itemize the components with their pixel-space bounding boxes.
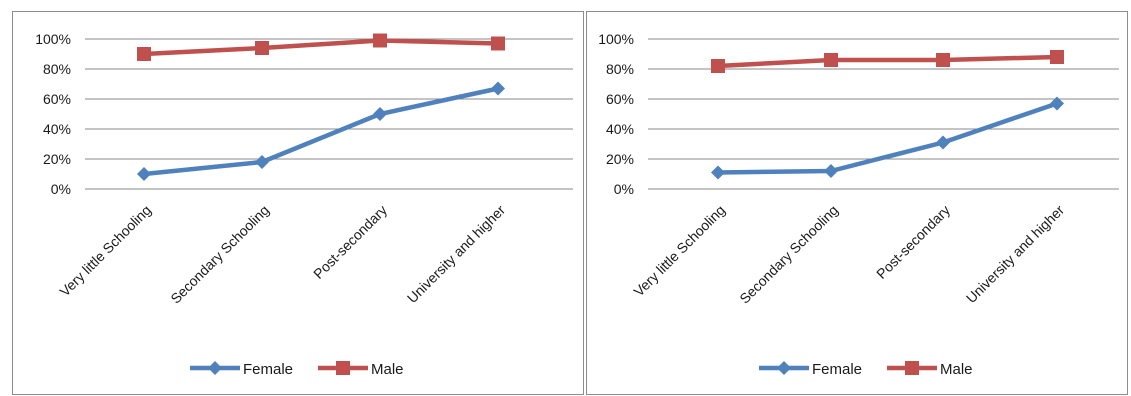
data-point-female: [137, 167, 151, 181]
data-point-male: [824, 53, 838, 67]
series-line-male: [715, 54, 1060, 69]
y-tick-label: 100%: [598, 31, 634, 47]
data-point-male: [373, 33, 387, 48]
chart-panel-left: 0% 20% 40% 60% 80% 100% Very little Schooling S…: [12, 11, 584, 395]
legend-label: Male: [940, 361, 973, 378]
y-tick-label: 0%: [614, 181, 634, 197]
y-tick-label: 0%: [51, 181, 71, 197]
data-point-male: [1050, 50, 1064, 64]
x-tick-label: Secondary Schooling: [736, 202, 841, 307]
legend-marker: [208, 361, 222, 375]
data-point-male: [137, 47, 151, 61]
data-point-female: [255, 155, 269, 169]
chart-left: 0% 20% 40% 60% 80% 100% Very little Schooling S…: [35, 31, 573, 378]
data-point-female: [1050, 96, 1064, 111]
y-tick-label: 80%: [43, 61, 71, 77]
y-tick-label: 100%: [35, 31, 71, 47]
data-point-female: [824, 164, 838, 178]
chart-right: 0% 20% 40% 60% 80% 100% Very little Schooling S…: [598, 31, 1119, 378]
x-tick-label: Secondary Schooling: [167, 202, 272, 307]
data-point-female: [491, 81, 505, 96]
x-tick-label: Very little Schooling: [56, 202, 154, 300]
y-tick-label: 60%: [43, 91, 71, 107]
data-point-male: [936, 53, 950, 67]
y-tick-label: 40%: [43, 121, 71, 137]
series-line-female: [715, 101, 1060, 175]
x-tick-label: University and higher: [404, 202, 509, 307]
x-tick-label: Post-secondary: [310, 202, 390, 282]
data-point-female: [373, 107, 387, 121]
y-tick-label: 20%: [43, 151, 71, 167]
legend-marker: [336, 361, 350, 375]
legend-label: Female: [243, 361, 293, 378]
data-point-male: [255, 41, 269, 55]
series-line-male: [141, 38, 501, 57]
y-tick-label: 60%: [606, 91, 634, 107]
y-tick-label: 40%: [606, 121, 634, 137]
data-point-male: [711, 59, 725, 73]
legend-label: Female: [812, 361, 862, 378]
legend-label: Male: [371, 361, 404, 378]
legend-marker: [777, 361, 791, 375]
chart-panel-right: 0% 20% 40% 60% 80% 100% Very little Schooling S…: [586, 11, 1128, 395]
data-point-female: [936, 135, 950, 150]
x-tick-label: Post-secondary: [873, 202, 953, 282]
y-tick-label: 80%: [606, 61, 634, 77]
series-line-female: [141, 86, 501, 177]
x-tick-label: University and higher: [963, 202, 1068, 307]
y-tick-label: 20%: [606, 151, 634, 167]
data-point-female: [711, 165, 725, 180]
data-point-male: [491, 36, 505, 51]
legend-marker: [905, 361, 919, 375]
x-tick-label: Very little Schooling: [630, 202, 728, 300]
